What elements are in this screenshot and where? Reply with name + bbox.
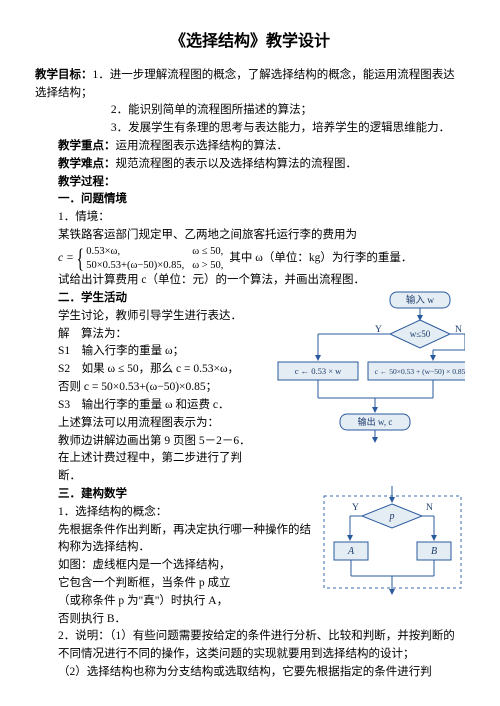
sec2-2: 解 算法为： [35, 326, 264, 344]
step-s1: S1 输入行李的重量 ω； [35, 343, 264, 361]
brace-icon: { [76, 246, 83, 272]
formula-left: c = [58, 250, 74, 268]
formula-right: 其中 ω（单位：kg）为行李的重量． [229, 250, 412, 268]
sec2-5: 在上述计费过程中，第二步进行了判断． [35, 450, 264, 486]
section-1-title: 一．问题情境 [35, 191, 465, 209]
fc2-a: A [347, 546, 355, 557]
sec3-5: （或称条件 p 为"真"）时执行 A， [35, 593, 312, 611]
goal-1: 1．进一步理解流程图的概念，了解选择结构的概念，能运用流程图表达选择结构； [35, 69, 455, 99]
goal-2: 2．能识别简单的流程图所描述的算法； [35, 102, 465, 120]
sec2-4: 教师边讲解边画出第 9 页图 5－2－6． [35, 433, 264, 451]
fc2-n: N [426, 503, 433, 513]
fc2-b: B [431, 546, 437, 557]
sec1-2: 某铁路客运部门规定甲、乙两地之间旅客托运行李的费用为 [35, 227, 465, 245]
fc1-left: c ← 0.53 × w [295, 366, 342, 376]
sec3-1: 1．选择结构的概念： [35, 504, 312, 522]
sec3-7: 2．说明：（1）有些问题需要按给定的条件进行分析、比较和判断，并按判断的不同情况… [35, 628, 465, 664]
keypoint-label: 教学重点： [35, 140, 116, 152]
section-2-title: 二．学生活动 [35, 290, 264, 308]
sec2-1: 学生讨论，教师引导学生进行表达． [35, 308, 264, 326]
sec3-3: 如图：虚线框内是一个选择结构， [35, 557, 312, 575]
sec3-2: 先根据条件作出判断，再决定执行哪一种操作的结构称为选择结构． [35, 522, 312, 558]
formula-conds: ω ≤ 50, ω > 50, [192, 245, 223, 272]
formula-cases: 0.53×ω, 50×0.53+(ω−50)×0.85, [86, 245, 184, 272]
sec2-3: 上述算法可以用流程图表示为： [35, 415, 264, 433]
flowchart-1: 输入 w w≤50 Y N c ← 0.53 × w c ← 50×0.53 +… [264, 290, 465, 486]
section-3-title: 三．建构数学 [35, 486, 312, 504]
step-s2a: S2 如果 ω ≤ 50，那么 c = 0.53×ω， [35, 361, 264, 379]
fc1-cond: w≤50 [410, 329, 431, 339]
cond1: ω ≤ 50, [192, 246, 223, 257]
page-title: 《选择结构》教学设计 [35, 30, 465, 55]
diff-text: 规范流程图的表示以及选择结构算法的流程图． [116, 158, 358, 170]
fc1-right: c ← 50×0.53 + (w−50) × 0.85 [375, 367, 465, 376]
sec3-8: （2）选择结构也称为分支结构或选取结构，它要先根据指定的条件进行判 [35, 664, 465, 682]
goal-label: 教学目标： [35, 69, 93, 81]
fc2-cond: p [389, 511, 395, 522]
fc1-input: 输入 w [406, 294, 434, 306]
flowchart-2: p Y N A B [312, 486, 465, 629]
sec3-6: 否则执行 B． [35, 611, 312, 629]
step-s2b: 否则 c = 50×0.53+(ω−50)×0.85； [35, 379, 264, 397]
sec1-3: 试给出计算费用 c（单位：元）的一个算法，并画出流程图． [35, 272, 465, 290]
fc2-y: Y [352, 503, 359, 513]
goal-3: 3．发展学生有条理的思考与表达能力，培养学生的逻辑思维能力． [35, 120, 465, 138]
cond2: ω > 50, [192, 260, 223, 271]
step-s3: S3 输出行李的重量 ω 和运费 c． [35, 397, 264, 415]
case2: 50×0.53+(ω−50)×0.85, [86, 260, 184, 271]
diff-label: 教学难点： [35, 158, 116, 170]
case1: 0.53×ω, [86, 246, 120, 257]
sec3-4: 它包含一个判断框，当条件 p 成立 [35, 575, 312, 593]
sec1-1: 1．情境： [35, 209, 465, 227]
keypoint-text: 运用流程图表示选择结构的算法． [116, 140, 289, 152]
process-label: 教学过程： [35, 174, 465, 192]
fc1-output: 输出 w, c [358, 416, 393, 427]
